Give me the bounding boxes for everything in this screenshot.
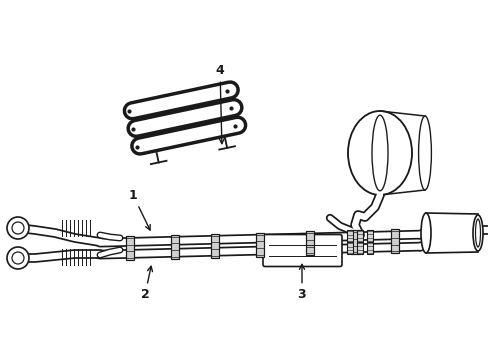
Bar: [210, 234, 219, 258]
Text: 1: 1: [128, 189, 150, 230]
Bar: [346, 242, 352, 255]
Ellipse shape: [418, 116, 430, 190]
FancyBboxPatch shape: [425, 214, 477, 252]
Bar: [305, 231, 313, 255]
Bar: [346, 230, 352, 242]
Ellipse shape: [474, 219, 480, 247]
Ellipse shape: [420, 213, 430, 253]
Ellipse shape: [347, 111, 411, 195]
Ellipse shape: [371, 115, 387, 191]
Circle shape: [7, 247, 29, 269]
FancyBboxPatch shape: [263, 234, 341, 266]
Circle shape: [7, 217, 29, 239]
Bar: [390, 229, 398, 253]
Bar: [171, 235, 179, 259]
Bar: [356, 242, 362, 254]
Bar: [366, 230, 372, 242]
Text: 4: 4: [215, 63, 224, 144]
Text: 2: 2: [141, 266, 152, 302]
Bar: [366, 242, 372, 254]
Bar: [126, 236, 134, 260]
Bar: [350, 230, 358, 254]
Bar: [356, 230, 362, 242]
Ellipse shape: [472, 215, 482, 251]
Bar: [256, 233, 264, 257]
Text: 3: 3: [297, 264, 305, 302]
